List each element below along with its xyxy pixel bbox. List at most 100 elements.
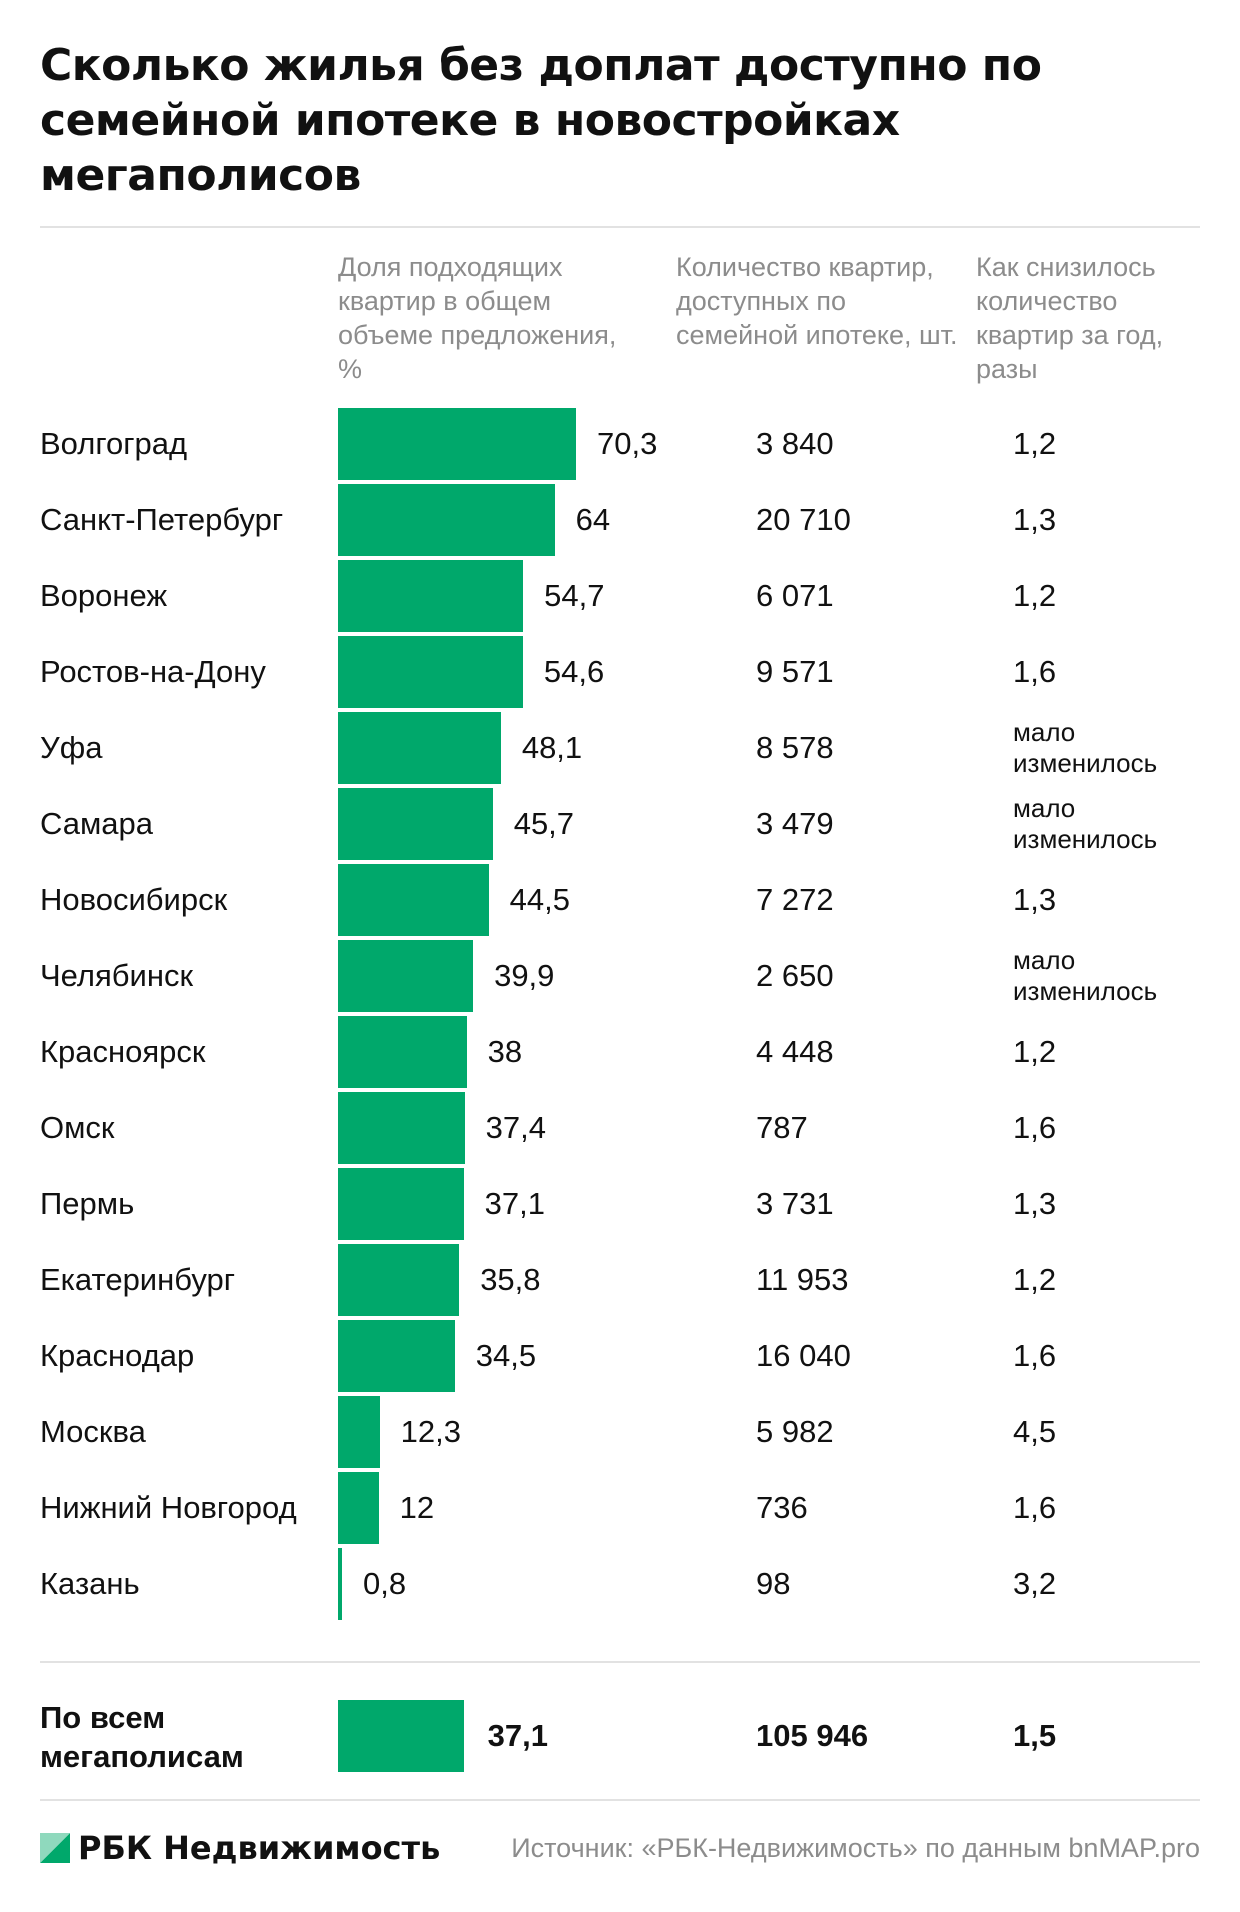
table-row: Новосибирск 44,5 7 272 1,3 (0, 862, 1240, 938)
city-label: Уфа (40, 730, 103, 765)
rbc-logo: РБК Недвижимость (40, 1828, 440, 1868)
count-value: 2 650 (756, 958, 834, 993)
change-value: 1,2 (1013, 578, 1057, 613)
city-label: Красноярск (40, 1034, 206, 1069)
bar-value-label: 54,7 (544, 578, 605, 613)
count-value: 3 479 (756, 806, 834, 841)
footer-divider (40, 1799, 1200, 1801)
header-divider (40, 226, 1200, 228)
change-value: 4,5 (1013, 1414, 1057, 1449)
total-bar (338, 1700, 464, 1772)
city-label: Пермь (40, 1186, 135, 1221)
bar-value-label: 37,1 (484, 1186, 545, 1221)
bar-value-label: 12 (399, 1490, 435, 1525)
table-row: Омск 37,4 787 1,6 (0, 1090, 1240, 1166)
count-value: 20 710 (756, 502, 851, 537)
bar-value-label: 34,5 (475, 1338, 537, 1373)
city-label: Новосибирск (40, 882, 228, 917)
city-label: Челябинск (40, 958, 194, 993)
bar-value-label: 35,8 (480, 1262, 541, 1297)
rbc-logo-icon (40, 1833, 70, 1863)
bar (338, 940, 474, 1012)
bar-value-label: 44,5 (509, 882, 570, 917)
change-value: 1,3 (1013, 502, 1057, 537)
table-row: Екатеринбург 35,8 11 953 1,2 (0, 1242, 1240, 1318)
change-value: 1,6 (1013, 654, 1057, 689)
count-value: 787 (756, 1110, 808, 1145)
count-value: 98 (756, 1566, 791, 1601)
change-value: 1,3 (1013, 1186, 1057, 1221)
bar (338, 484, 555, 556)
change-value: мало изменилось (1013, 793, 1158, 854)
change-value: 1,2 (1013, 1262, 1057, 1297)
bar-value-label: 38 (487, 1034, 523, 1069)
bar (338, 788, 493, 860)
total-count: 105 946 (756, 1718, 869, 1753)
bar (338, 1092, 465, 1164)
bar (338, 712, 501, 784)
source-note: Источник: «РБК-Недвижимость» по данным b… (511, 1833, 1200, 1863)
change-value: 1,2 (1013, 1034, 1057, 1069)
city-label: Волгоград (40, 426, 188, 461)
bar (338, 1548, 342, 1620)
bar (338, 1244, 460, 1316)
bar (338, 560, 524, 632)
column-header-share: Доля подходящих квартир в общем объеме п… (338, 252, 617, 384)
count-value: 7 272 (756, 882, 834, 917)
bar-value-label: 0,8 (363, 1566, 407, 1601)
table-row: Казань 0,8 98 3,2 (0, 1546, 1240, 1622)
count-value: 3 731 (756, 1186, 834, 1221)
table-row: Краснодар 34,5 16 040 1,6 (0, 1318, 1240, 1394)
table-row: Нижний Новгород 12 736 1,6 (0, 1470, 1240, 1546)
city-label: Казань (40, 1566, 140, 1601)
city-label: Москва (40, 1414, 146, 1449)
change-value: 3,2 (1013, 1566, 1057, 1601)
count-value: 11 953 (756, 1262, 849, 1297)
table-row: Челябинск 39,9 2 650 мало изменилось (0, 938, 1240, 1014)
table-row: Волгоград 70,3 3 840 1,2 (0, 406, 1240, 482)
change-value: 1,2 (1013, 426, 1057, 461)
table-row: Москва 12,3 5 982 4,5 (0, 1394, 1240, 1470)
change-value: мало изменилось (1013, 717, 1158, 778)
table-row: Самара 45,7 3 479 мало изменилось (0, 786, 1240, 862)
city-label: Самара (40, 806, 154, 841)
city-label: Омск (40, 1110, 115, 1145)
count-value: 5 982 (756, 1414, 834, 1449)
total-row: По всем мегаполисам 37,1 105 946 1,5 (0, 1696, 1240, 1776)
count-value: 736 (756, 1490, 808, 1525)
change-value: 1,6 (1013, 1338, 1057, 1373)
city-label: Санкт-Петербург (40, 502, 284, 537)
bar-value-label: 70,3 (597, 426, 658, 461)
count-value: 6 071 (756, 578, 834, 613)
bar (338, 636, 523, 708)
table-row: Уфа 48,1 8 578 мало изменилось (0, 710, 1240, 786)
column-header-count: Количество квартир, доступных по семейно… (676, 252, 958, 350)
bar (338, 864, 489, 936)
bar-value-label: 54,6 (543, 654, 605, 689)
change-value: 1,6 (1013, 1110, 1057, 1145)
column-header-change: Как снизилось количество квартир за год,… (976, 252, 1164, 384)
bar-value-label: 39,9 (494, 958, 555, 993)
city-label: Ростов-на-Дону (40, 654, 266, 689)
count-value: 16 040 (756, 1338, 851, 1373)
change-value: мало изменилось (1013, 945, 1158, 1006)
bar-value-label: 37,4 (485, 1110, 546, 1145)
total-divider (40, 1661, 1200, 1663)
table-row: Красноярск 38 4 448 1,2 (0, 1014, 1240, 1090)
bar-value-label: 64 (575, 502, 611, 537)
city-label: Воронеж (40, 578, 168, 613)
table-row: Воронеж 54,7 6 071 1,2 (0, 558, 1240, 634)
change-value: 1,6 (1013, 1490, 1057, 1525)
count-value: 4 448 (756, 1034, 834, 1069)
bar (338, 1472, 379, 1544)
count-value: 8 578 (756, 730, 834, 765)
city-label: Краснодар (40, 1338, 195, 1373)
bar (338, 1320, 455, 1392)
bar-value-label: 45,7 (513, 806, 575, 841)
logo-text: РБК Недвижимость (78, 1829, 441, 1867)
table-row: Санкт-Петербург 64 20 710 1,3 (0, 482, 1240, 558)
chart-title: Сколько жилья без доплат доступно по сем… (40, 40, 1042, 201)
total-label: По всем мегаполисам (40, 1700, 244, 1774)
total-change: 1,5 (1013, 1718, 1057, 1753)
bar-value-label: 48,1 (521, 730, 583, 765)
